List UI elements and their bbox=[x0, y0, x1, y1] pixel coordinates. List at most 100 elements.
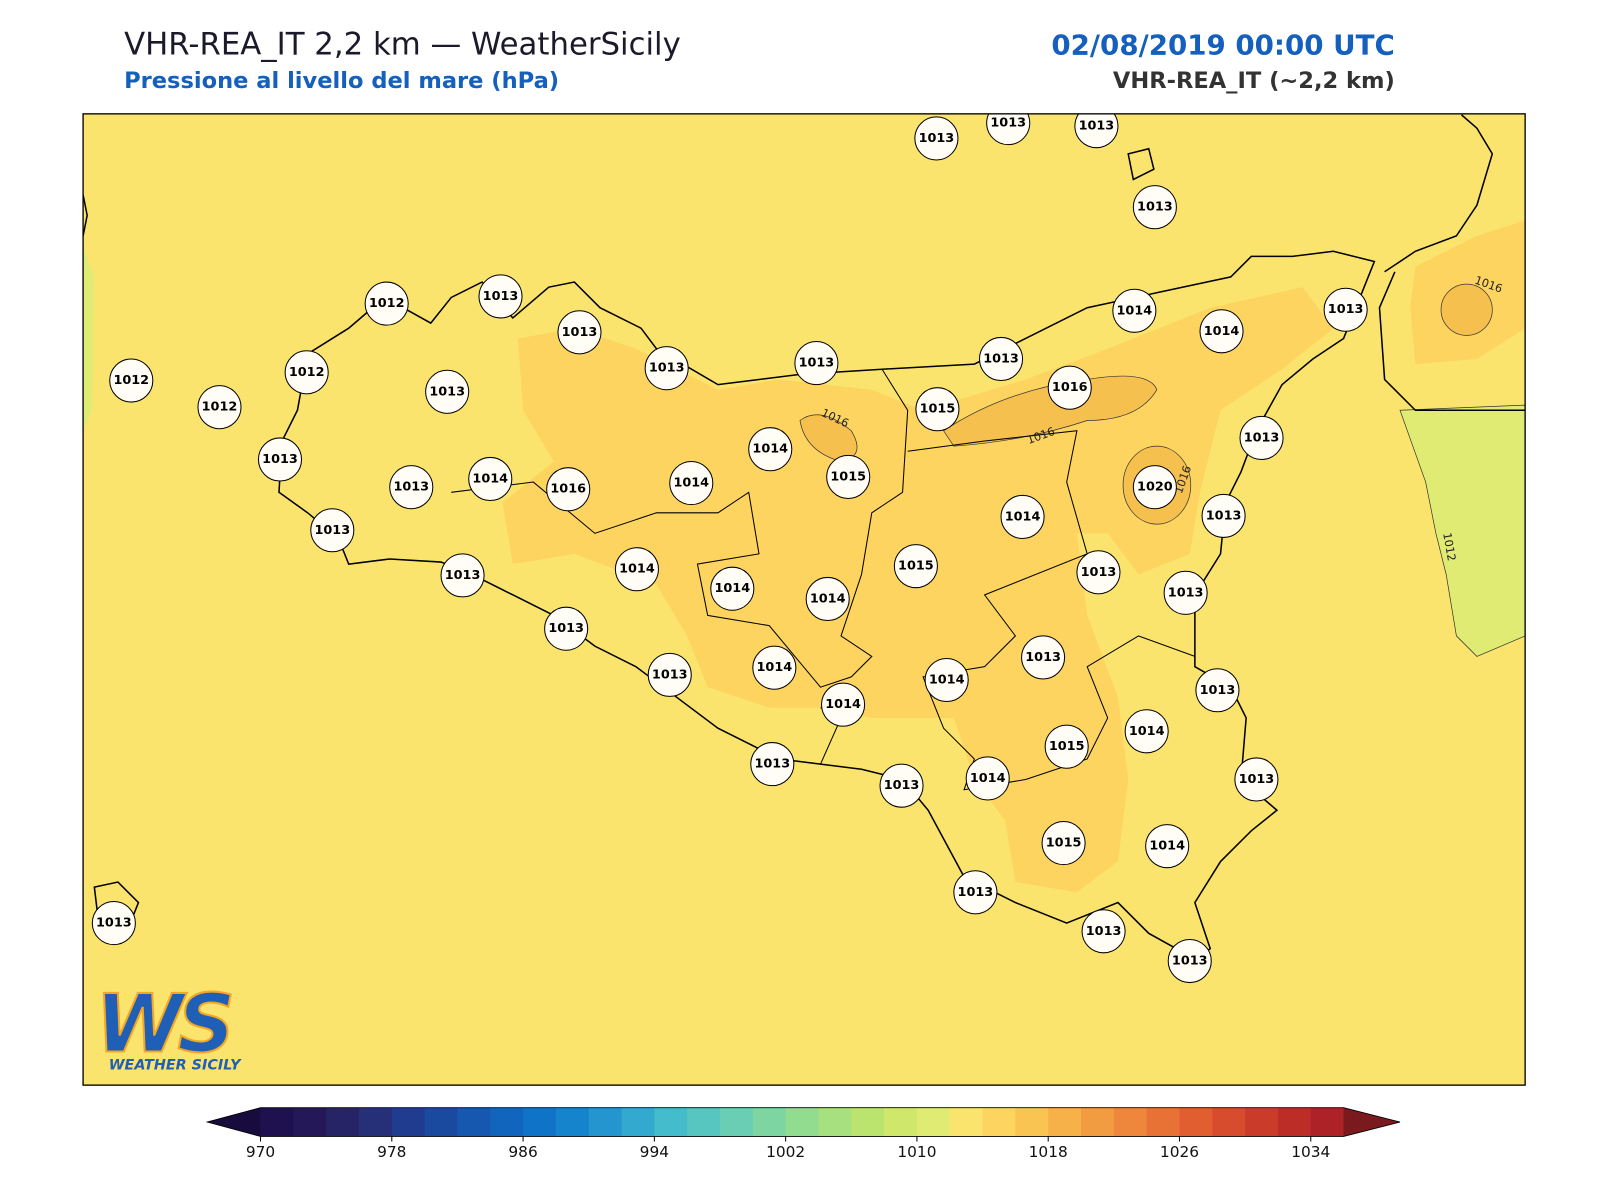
station-value: 1013 bbox=[393, 480, 429, 495]
station: 1013 bbox=[953, 870, 998, 915]
station: 1014 bbox=[1112, 288, 1157, 333]
colorbar-bin bbox=[293, 1107, 327, 1137]
station-marker bbox=[257, 437, 303, 482]
station-marker bbox=[614, 547, 659, 592]
colorbar-bin bbox=[720, 1107, 754, 1137]
station-value: 1013 bbox=[884, 778, 920, 793]
station: 1014 bbox=[752, 645, 797, 690]
colorbar-tick-label: 1034 bbox=[1291, 1143, 1330, 1161]
station: 1016 bbox=[1047, 365, 1092, 410]
colorbar-bin bbox=[1146, 1107, 1180, 1137]
logo-name: WEATHER SICILY bbox=[109, 1058, 242, 1074]
station: 1015 bbox=[826, 454, 871, 499]
station-marker bbox=[1195, 668, 1240, 713]
subtitle: Pressione al livello del mare (hPa) bbox=[124, 68, 559, 94]
colorbar-bin bbox=[949, 1107, 984, 1137]
station-marker bbox=[546, 467, 591, 512]
station-value: 1014 bbox=[929, 673, 965, 688]
station-marker bbox=[1021, 635, 1066, 680]
station: 1013 bbox=[1074, 113, 1119, 149]
station-value: 1016 bbox=[1052, 380, 1088, 395]
station-marker bbox=[821, 682, 866, 727]
station-value: 1014 bbox=[757, 660, 793, 675]
colorbar-bin bbox=[1015, 1107, 1049, 1137]
station-marker bbox=[1112, 288, 1157, 333]
station-marker bbox=[1041, 821, 1086, 866]
station-marker bbox=[644, 346, 689, 391]
station: 1013 bbox=[914, 116, 959, 161]
station: 1014 bbox=[1145, 824, 1190, 869]
station: 1015 bbox=[915, 387, 960, 432]
station-value: 1012 bbox=[202, 400, 238, 415]
colorbar-tick-label: 978 bbox=[377, 1143, 406, 1161]
station-marker bbox=[1145, 824, 1190, 869]
colorbar: 970 978 986 994 1002 1010 1018 1026 1034 bbox=[205, 1107, 1401, 1161]
station-marker bbox=[310, 508, 355, 553]
station: 1014 bbox=[710, 566, 755, 611]
station: 1014 bbox=[805, 576, 850, 622]
station: 1013 bbox=[879, 763, 924, 808]
colorbar-bin bbox=[982, 1107, 1016, 1137]
colorbar-tick-label: 986 bbox=[508, 1143, 537, 1161]
colorbar-tick-label: 1010 bbox=[897, 1143, 936, 1161]
station-value: 1013 bbox=[445, 568, 481, 583]
station-marker bbox=[389, 465, 434, 510]
station: 1013 bbox=[544, 606, 589, 651]
station-value: 1013 bbox=[1079, 119, 1115, 134]
station-marker bbox=[1132, 465, 1177, 510]
station: 1014 bbox=[821, 682, 866, 727]
station: 1014 bbox=[924, 657, 969, 703]
station: 1013 bbox=[1239, 415, 1284, 460]
map-frame bbox=[82, 113, 1526, 1086]
colorbar-bin bbox=[1310, 1107, 1345, 1137]
station-value: 1013 bbox=[1086, 924, 1122, 939]
station-value: 1013 bbox=[1239, 772, 1275, 787]
colorbar-bin bbox=[260, 1107, 294, 1137]
station: 1012 bbox=[284, 350, 329, 395]
station: 1013 bbox=[1076, 550, 1121, 595]
station-marker bbox=[197, 385, 242, 430]
colorbar-bin bbox=[1081, 1107, 1115, 1137]
colorbar-over bbox=[1343, 1107, 1400, 1137]
date: 02/08/2019 00:00 UTC bbox=[1051, 28, 1394, 61]
station-marker bbox=[1163, 570, 1208, 615]
station-value: 1013 bbox=[1328, 302, 1364, 317]
colorbar-bin bbox=[785, 1107, 819, 1137]
station-value: 1013 bbox=[1206, 508, 1242, 523]
station-marker bbox=[557, 310, 602, 355]
colorbar-outline bbox=[205, 1107, 1401, 1137]
station-value: 1014 bbox=[673, 476, 709, 491]
station: 1013 bbox=[978, 336, 1024, 382]
station-marker bbox=[109, 358, 154, 403]
stations: 1013 1013 1013 1013 1012 1013 1013 1013 1013 1013… bbox=[91, 113, 1368, 984]
colorbar-bin bbox=[490, 1107, 524, 1137]
station: 1014 bbox=[748, 427, 793, 472]
station-marker bbox=[893, 544, 938, 589]
station: 1013 bbox=[1081, 909, 1126, 954]
station-value: 1015 bbox=[1049, 739, 1085, 754]
station: 1013 bbox=[310, 508, 355, 553]
station: 1013 bbox=[1167, 938, 1212, 984]
station-marker bbox=[478, 274, 523, 319]
station: 1013 bbox=[794, 341, 839, 386]
station: 1013 bbox=[1195, 668, 1240, 713]
station-value: 1015 bbox=[898, 559, 934, 574]
station: 1013 bbox=[257, 437, 303, 482]
colorbar-bin bbox=[687, 1107, 721, 1137]
station: 1013 bbox=[644, 346, 689, 391]
colorbar-bin bbox=[621, 1107, 655, 1137]
colorbar-bin bbox=[424, 1107, 458, 1137]
station-value: 1020 bbox=[1137, 480, 1173, 495]
colorbar-tick-label: 1002 bbox=[766, 1143, 805, 1161]
station-value: 1014 bbox=[619, 562, 655, 577]
station-marker bbox=[1132, 185, 1177, 230]
station-value: 1015 bbox=[1046, 836, 1082, 851]
station-value: 1013 bbox=[548, 621, 584, 636]
station-value: 1014 bbox=[472, 471, 508, 486]
station-value: 1014 bbox=[752, 442, 788, 457]
station-marker bbox=[1124, 709, 1169, 754]
station-value: 1014 bbox=[1149, 839, 1185, 854]
station: 1014 bbox=[1199, 309, 1244, 354]
station-value: 1013 bbox=[1200, 683, 1236, 698]
